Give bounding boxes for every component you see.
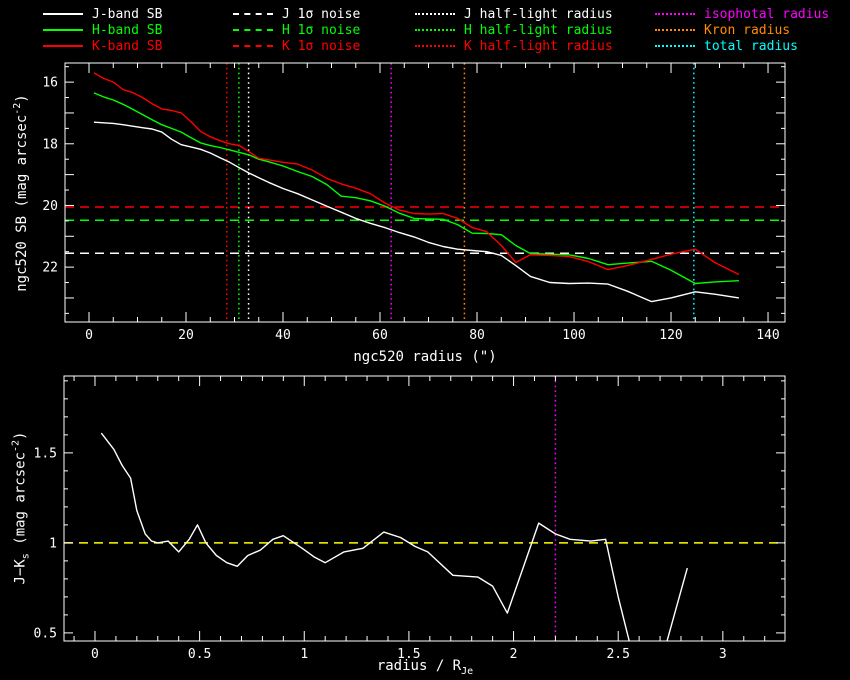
legend-item: H half-light radius (415, 22, 613, 38)
legend-item: K 1σ noise (233, 38, 360, 54)
x-tick-label: 1 (300, 647, 308, 662)
top-x-axis-title: ngc520 radius (") (353, 349, 497, 365)
bottom-x-axis-title: radius / RJe (376, 658, 474, 677)
legend-item: Kron radius (655, 22, 790, 38)
legend-item-label: K 1σ noise (282, 38, 361, 54)
legend-item-label: H half-light radius (464, 22, 613, 38)
top-plot: 0 20 40 60 80 100 120 140 16 18 20 22 (42, 62, 786, 343)
legend-line-sample (233, 29, 273, 31)
legend-item: total radius (655, 38, 798, 54)
legend-line-sample (415, 13, 455, 15)
legend-line-sample (43, 13, 83, 15)
y-tick-label: 22 (42, 261, 58, 276)
legend-line-sample (233, 45, 273, 47)
plot-frame (64, 62, 786, 323)
y-tick-label: 18 (42, 137, 58, 152)
x-tick-label: 40 (275, 328, 291, 343)
legend-item: J 1σ noise (233, 6, 360, 22)
legend-item-label: isophotal radius (704, 6, 830, 22)
legend-item-label: H 1σ noise (282, 22, 361, 38)
x-tick-label: 0 (91, 647, 99, 662)
legend-item-label: J 1σ noise (282, 6, 361, 22)
legend-item: K half-light radius (415, 38, 613, 54)
legend-line-sample (43, 45, 83, 47)
x-tick-label: 2 (510, 647, 518, 662)
y-tick-label: 1.5 (34, 446, 57, 461)
y-tick-label: 16 (42, 76, 58, 91)
legend-line-sample (655, 29, 695, 31)
series-h-band-sb (93, 92, 739, 285)
legend-item: isophotal radius (655, 6, 829, 22)
legend-item: K-band SB (43, 38, 162, 54)
top-y-axis-title: ngc520 SB (mag arcsec-2) (12, 94, 30, 292)
legend-line-sample (43, 29, 83, 31)
series-k-band-sb (93, 72, 740, 276)
x-tick-label: 2.5 (606, 647, 629, 662)
legend-item-label: H-band SB (92, 22, 163, 38)
x-tick-label: 20 (178, 328, 194, 343)
x-tick-label: 3 (719, 647, 727, 662)
legend-item-label: total radius (704, 38, 798, 54)
y-tick-label: 1 (49, 536, 57, 551)
legend-item-label: J-band SB (92, 6, 163, 22)
y-tick-label: 20 (42, 199, 58, 214)
legend: J-band SB H-band SB K-band SB J 1σ noise… (0, 0, 850, 60)
x-tick-label: 140 (756, 328, 779, 343)
x-tick-label: 60 (372, 328, 388, 343)
series-j-band-sb (93, 121, 740, 303)
x-tick-label: 1.5 (397, 647, 420, 662)
legend-item: J-band SB (43, 6, 162, 22)
legend-line-sample (415, 29, 455, 31)
legend-item-label: J half-light radius (464, 6, 613, 22)
plot-frame (63, 375, 786, 642)
legend-line-sample (233, 13, 273, 15)
legend-item: H-band SB (43, 22, 162, 38)
bottom-y-axis-title: J−Ks (mag arcsec-2) (10, 431, 32, 585)
y-tick-label: 0.5 (34, 626, 57, 641)
legend-item-label: K half-light radius (464, 38, 613, 54)
x-tick-label: 120 (659, 328, 682, 343)
x-tick-label: 100 (562, 328, 585, 343)
legend-line-sample (415, 45, 455, 47)
x-tick-label: 0 (85, 328, 93, 343)
legend-item-label: K-band SB (92, 38, 163, 54)
bottom-plot: 0 0.5 1 1.5 2 2.5 3 0.5 1 1.5 (34, 375, 786, 662)
x-tick-label: 0.5 (188, 647, 211, 662)
legend-item: J half-light radius (415, 6, 613, 22)
legend-item-label: Kron radius (704, 22, 791, 38)
legend-item: H 1σ noise (233, 22, 360, 38)
x-tick-label: 80 (469, 328, 485, 343)
legend-line-sample (655, 45, 695, 47)
legend-line-sample (655, 13, 695, 15)
series-j-ks (100, 432, 688, 641)
